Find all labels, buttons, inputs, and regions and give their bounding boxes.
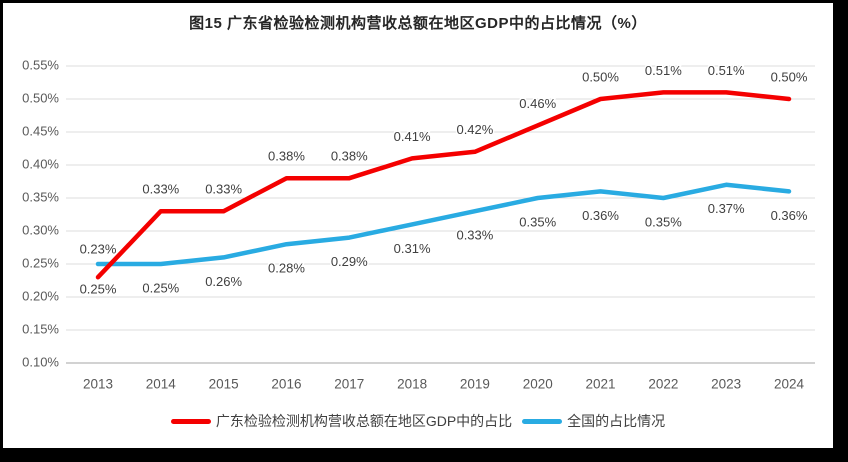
data-label-guangdong: 0.33%	[205, 182, 242, 197]
data-label-national: 0.36%	[771, 208, 808, 223]
data-label-guangdong: 0.41%	[394, 129, 431, 144]
x-axis-label: 2018	[397, 377, 427, 392]
y-axis-tick-label: 0.10%	[22, 354, 59, 369]
y-axis-tick-label: 0.25%	[22, 255, 59, 270]
data-label-guangdong: 0.51%	[645, 63, 682, 78]
legend-line-swatch-national	[522, 418, 563, 424]
series-line-guangdong	[95, 90, 792, 280]
y-axis-tick-label: 0.15%	[22, 321, 59, 336]
legend-line-swatch-guangdong	[170, 418, 211, 424]
data-label-guangdong: 0.51%	[708, 63, 745, 78]
x-axis-label: 2019	[460, 377, 490, 392]
x-axis-label: 2017	[334, 377, 364, 392]
data-label-guangdong: 0.38%	[268, 149, 305, 164]
x-axis-label: 2015	[209, 377, 239, 392]
data-label-national: 0.28%	[268, 261, 305, 276]
y-axis-tick-label: 0.20%	[22, 288, 59, 303]
x-axis-label: 2021	[586, 377, 616, 392]
data-label-guangdong: 0.50%	[582, 69, 619, 84]
y-axis-tick-label: 0.55%	[22, 57, 59, 72]
x-axis-label: 2020	[523, 377, 553, 392]
legend-item-national: 全国的占比情况	[522, 411, 665, 431]
x-axis-label: 2014	[146, 377, 177, 392]
data-label-national: 0.37%	[708, 201, 745, 216]
chart-canvas: 图15 广东省检验检测机构营收总额在地区GDP中的占比情况（%） 0.55% 0.…	[3, 3, 833, 448]
x-axis-label: 2022	[648, 377, 678, 392]
data-label-guangdong: 0.38%	[331, 149, 368, 164]
chart-title: 图15 广东省检验检测机构营收总额在地区GDP中的占比情况（%）	[189, 15, 647, 32]
series-line-national	[95, 182, 792, 267]
y-axis-tick-label: 0.30%	[22, 222, 59, 237]
y-axis-tick-label: 0.40%	[22, 156, 59, 171]
data-label-national: 0.35%	[519, 214, 556, 229]
data-label-national: 0.26%	[205, 274, 242, 289]
data-label-national: 0.36%	[582, 208, 619, 223]
data-label-national: 0.35%	[645, 214, 682, 229]
x-axis-label: 2016	[271, 377, 301, 392]
x-axis-label: 2013	[83, 377, 113, 392]
data-label-national: 0.25%	[80, 281, 117, 296]
data-label-national: 0.29%	[331, 254, 368, 269]
chart-legend: 广东检验检测机构营收总额在地区GDP中的占比 全国的占比情况	[3, 409, 833, 433]
y-axis-tick-label: 0.50%	[22, 90, 59, 105]
data-label-guangdong: 0.33%	[142, 182, 179, 197]
y-axis-tick-label: 0.45%	[22, 123, 59, 138]
data-label-guangdong: 0.50%	[771, 69, 808, 84]
legend-label-national: 全国的占比情况	[567, 413, 666, 429]
y-axis-tick-label: 0.35%	[22, 189, 59, 204]
legend-label-guangdong: 广东检验检测机构营收总额在地区GDP中的占比	[215, 413, 513, 429]
data-label-guangdong: 0.42%	[456, 122, 493, 137]
x-axis-label: 2023	[711, 377, 741, 392]
data-label-national: 0.25%	[142, 280, 179, 295]
legend-item-guangdong: 广东检验检测机构营收总额在地区GDP中的占比	[170, 411, 513, 431]
line-chart-plot: 0.55% 0.50% 0.45% 0.40% 0.35% 0.30% 0.25% 0.20%…	[22, 57, 815, 392]
data-label-national: 0.31%	[394, 241, 431, 256]
x-axis-label: 2024	[774, 377, 805, 392]
data-label-guangdong: 0.46%	[519, 96, 556, 111]
data-label-national: 0.33%	[456, 228, 493, 243]
data-label-guangdong: 0.23%	[80, 242, 117, 257]
